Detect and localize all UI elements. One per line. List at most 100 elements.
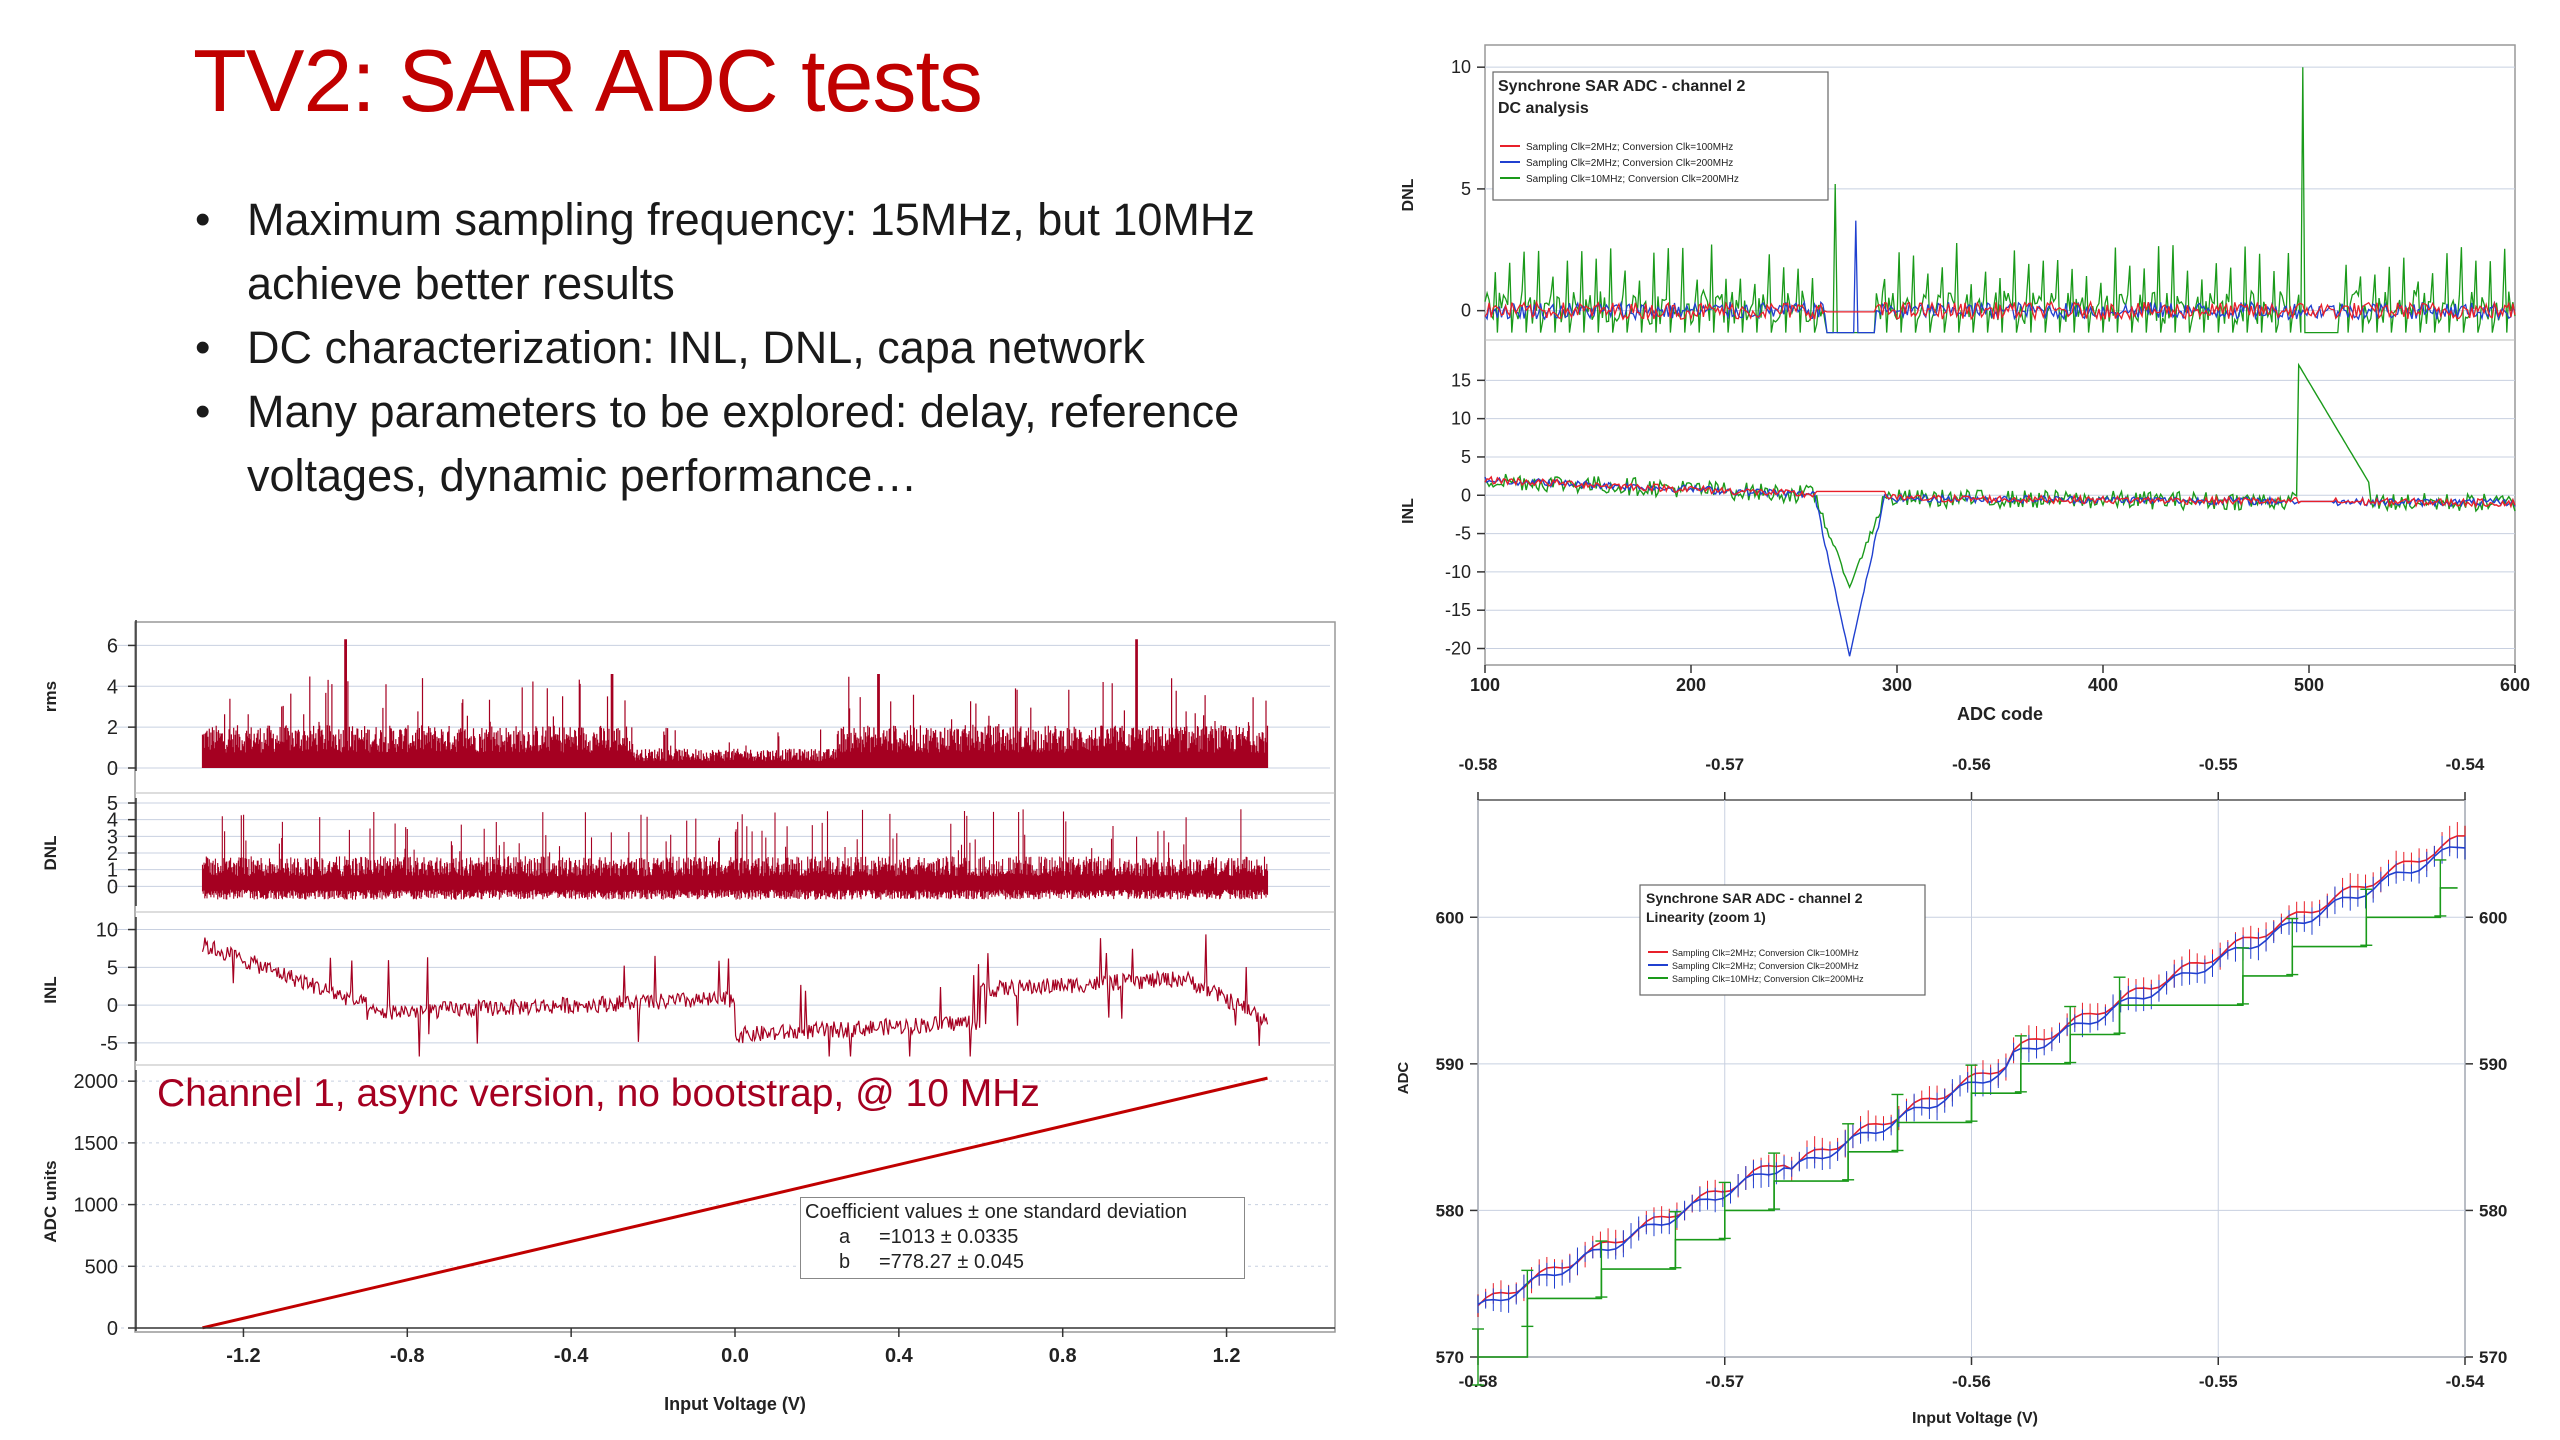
y-tick-label: 0 bbox=[107, 758, 118, 780]
x-tick-label: -0.4 bbox=[554, 1345, 589, 1367]
rms-series bbox=[201, 639, 1269, 768]
y-tick-label: 600 bbox=[1436, 908, 1464, 927]
y-tick-label: 1500 bbox=[74, 1133, 119, 1155]
coefficient-heading: Coefficient values ± one standard deviat… bbox=[805, 1201, 1187, 1223]
x-tick-label: 0.0 bbox=[721, 1345, 749, 1367]
y-tick-label: 590 bbox=[1436, 1055, 1464, 1074]
x-axis-label: ADC code bbox=[1957, 704, 2043, 724]
y-tick-label-right: 590 bbox=[2479, 1055, 2507, 1074]
x-axis-label: Input Voltage (V) bbox=[664, 1394, 806, 1414]
inl-series bbox=[201, 934, 1269, 1057]
x-tick-label: 600 bbox=[2500, 675, 2530, 695]
x-tick-label: 0.8 bbox=[1049, 1345, 1077, 1367]
coefficient-b-value: =778.27 ± 0.045 bbox=[879, 1251, 1024, 1273]
y-axis-label: DNL bbox=[1400, 178, 1417, 211]
slide-title: TV2: SAR ADC tests bbox=[193, 31, 983, 130]
x-tick-label-top: -0.54 bbox=[2446, 755, 2485, 774]
inl-trace bbox=[1484, 362, 2516, 590]
y-tick-label: 1000 bbox=[74, 1195, 119, 1217]
coefficient-box: Coefficient values ± one standard deviat… bbox=[800, 1197, 1245, 1279]
x-tick-label: -1.2 bbox=[226, 1345, 260, 1367]
y-tick-label-right: 580 bbox=[2479, 1201, 2507, 1220]
legend-entry: Sampling Clk=10MHz; Conversion Clk=200MH… bbox=[1672, 974, 1864, 984]
coefficient-b-key: b bbox=[839, 1251, 851, 1273]
chart3-legend-box bbox=[1639, 884, 1926, 996]
y-axis-label: DNL bbox=[41, 836, 60, 871]
y-tick-label: 5 bbox=[1461, 179, 1471, 199]
y-tick-label: 10 bbox=[1451, 57, 1471, 77]
x-tick-label: 1.2 bbox=[1213, 1345, 1241, 1367]
y-axis-label: INL bbox=[1400, 498, 1417, 524]
y-tick-label: 580 bbox=[1436, 1201, 1464, 1220]
x-tick-label: 500 bbox=[2294, 675, 2324, 695]
y-tick-label: 15 bbox=[1451, 370, 1471, 390]
y-tick-label: 10 bbox=[96, 920, 118, 942]
y-tick-label: 0 bbox=[107, 1318, 118, 1340]
channel-label: Channel 1, async version, no bootstrap, … bbox=[157, 1072, 1040, 1115]
chart2-frame bbox=[1484, 44, 2516, 666]
x-tick-label: -0.8 bbox=[390, 1345, 424, 1367]
y-tick-label: 0 bbox=[107, 876, 118, 898]
y-tick-label: 6 bbox=[107, 635, 118, 657]
y-tick-label: -20 bbox=[1445, 639, 1471, 659]
y-tick-label: 570 bbox=[1436, 1348, 1464, 1367]
x-tick-label-top: -0.56 bbox=[1952, 755, 1991, 774]
legend-entry: Sampling Clk=2MHz; Conversion Clk=200MHz bbox=[1672, 961, 1859, 971]
y-tick-label: 3 bbox=[107, 826, 118, 848]
y-tick-label: 10 bbox=[1451, 409, 1471, 429]
legend-entry: Sampling Clk=2MHz; Conversion Clk=100MHz bbox=[1526, 142, 1733, 153]
y-tick-label: 2000 bbox=[74, 1071, 119, 1093]
inl-trace bbox=[1484, 476, 2516, 657]
y-tick-label: 2 bbox=[107, 717, 118, 739]
adc-fit-line bbox=[202, 1076, 1268, 1330]
y-tick-label: 5 bbox=[107, 957, 118, 979]
x-tick-label: 100 bbox=[1470, 675, 1500, 695]
y-tick-label-right: 570 bbox=[2479, 1348, 2507, 1367]
y-tick-label: 5 bbox=[107, 793, 118, 815]
dnl-trace bbox=[1484, 299, 2516, 322]
chart3-title-line: Linearity (zoom 1) bbox=[1646, 909, 1766, 925]
legend-entry: Sampling Clk=2MHz; Conversion Clk=200MHz bbox=[1526, 158, 1733, 169]
y-tick-label: 1 bbox=[107, 860, 118, 882]
bullet-list: Maximum sampling frequency: 15MHz, but 1… bbox=[195, 188, 1395, 508]
chart2-title-line: DC analysis bbox=[1498, 100, 1589, 117]
y-tick-label: -5 bbox=[100, 1033, 118, 1055]
coefficient-a-value: =1013 ± 0.0335 bbox=[879, 1226, 1019, 1248]
legend-entry: Sampling Clk=2MHz; Conversion Clk=100MHz bbox=[1672, 948, 1859, 958]
coefficient-a-key: a bbox=[839, 1226, 851, 1248]
linearity-trace-green bbox=[1478, 887, 2458, 1358]
bullet-item: Many parameters to be explored: delay, r… bbox=[195, 380, 1395, 508]
x-tick-label: -0.57 bbox=[1705, 1372, 1744, 1391]
y-tick-label: 0 bbox=[1461, 301, 1471, 321]
x-tick-label: 400 bbox=[2088, 675, 2118, 695]
y-tick-label: 5 bbox=[1461, 447, 1471, 467]
y-tick-label: 2 bbox=[107, 843, 118, 865]
chart2-title-line: Synchrone SAR ADC - channel 2 bbox=[1498, 78, 1746, 95]
x-tick-label-top: -0.55 bbox=[2199, 755, 2238, 774]
x-tick-label: -0.55 bbox=[2199, 1372, 2238, 1391]
x-axis-label: Input Voltage (V) bbox=[1912, 1410, 2038, 1427]
chart2-legend-box bbox=[1492, 71, 1829, 201]
dnl-series bbox=[201, 809, 1269, 900]
coefficient-row-b: b =778.27 ± 0.045 bbox=[805, 1250, 1244, 1275]
x-tick-label-top: -0.57 bbox=[1705, 755, 1744, 774]
y-tick-label-right: 600 bbox=[2479, 908, 2507, 927]
y-tick-label: 500 bbox=[85, 1256, 118, 1278]
bullet-item: Maximum sampling frequency: 15MHz, but 1… bbox=[195, 188, 1395, 316]
y-tick-label: -10 bbox=[1445, 562, 1471, 582]
bullet-item: DC characterization: INL, DNL, capa netw… bbox=[195, 316, 1395, 380]
y-tick-label: -5 bbox=[1455, 524, 1471, 544]
x-tick-label: 300 bbox=[1882, 675, 1912, 695]
chart3-title-line: Synchrone SAR ADC - channel 2 bbox=[1646, 890, 1863, 906]
x-tick-label: 200 bbox=[1676, 675, 1706, 695]
y-tick-label: 0 bbox=[107, 995, 118, 1017]
inl-trace bbox=[1484, 475, 2516, 509]
y-tick-label: -15 bbox=[1445, 600, 1471, 620]
x-tick-label: 0.4 bbox=[885, 1345, 914, 1367]
legend-entry: Sampling Clk=10MHz; Conversion Clk=200MH… bbox=[1526, 174, 1739, 185]
y-axis-label: ADC units bbox=[41, 1160, 60, 1242]
x-tick-label: -0.56 bbox=[1952, 1372, 1991, 1391]
y-tick-label: 0 bbox=[1461, 485, 1471, 505]
y-axis-label: INL bbox=[41, 976, 60, 1003]
